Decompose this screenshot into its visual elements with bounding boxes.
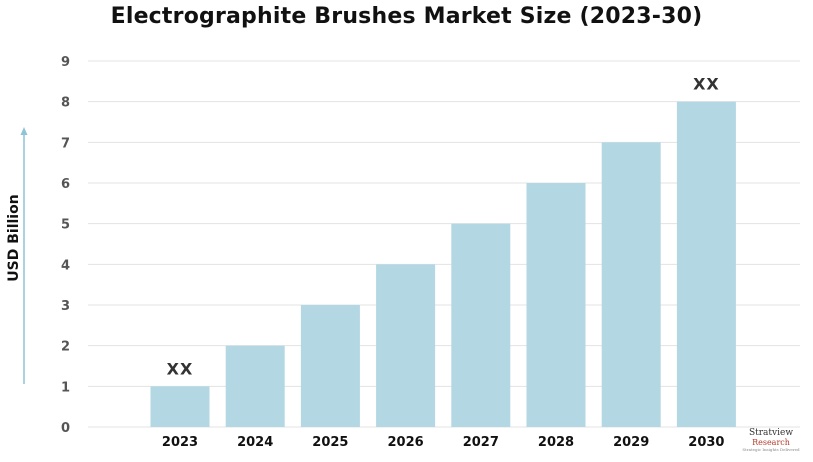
chart-title: Electrographite Brushes Market Size (202… bbox=[110, 4, 703, 29]
logo-tagline: Strategic Insights Delivered bbox=[742, 447, 800, 452]
bar-2030 bbox=[676, 101, 736, 428]
y-tick-label: 3 bbox=[61, 299, 70, 314]
y-tick-label: 5 bbox=[61, 218, 70, 233]
y-tick-label: 9 bbox=[61, 55, 70, 70]
bar-2029 bbox=[601, 142, 661, 428]
bar-2024 bbox=[225, 345, 285, 427]
bar-2027 bbox=[451, 223, 511, 427]
bar-2028 bbox=[526, 183, 586, 427]
x-tick-label: 2030 bbox=[688, 435, 724, 450]
y-tick-label: 7 bbox=[61, 136, 70, 151]
labels: 0 1 2 3 4 5 6 7 8 9 2023 2024 2025 2026 2027 2028 2029 20… bbox=[61, 55, 725, 450]
x-tick-label: 2024 bbox=[237, 435, 273, 450]
bar-2026 bbox=[376, 264, 436, 427]
bars bbox=[150, 101, 736, 428]
logo-name: Stratview bbox=[748, 428, 794, 438]
data-label-2023: XX bbox=[167, 359, 194, 378]
y-tick-label: 0 bbox=[61, 421, 70, 436]
x-tick-label: 2028 bbox=[538, 435, 574, 450]
bar-2023 bbox=[150, 386, 210, 427]
y-tick-label: 8 bbox=[61, 96, 70, 111]
y-tick-label: 1 bbox=[61, 380, 70, 395]
data-label-2030: XX bbox=[693, 75, 720, 94]
x-tick-label: 2026 bbox=[388, 435, 424, 450]
stratview-logo: Stratview Research Strategic Insights De… bbox=[738, 428, 804, 460]
y-tick-label: 6 bbox=[61, 177, 70, 192]
x-tick-label: 2027 bbox=[463, 435, 499, 450]
x-tick-label: 2025 bbox=[312, 435, 348, 450]
x-tick-label: 2023 bbox=[162, 435, 198, 450]
y-tick-label: 4 bbox=[61, 258, 70, 273]
x-tick-label: 2029 bbox=[613, 435, 649, 450]
y-axis-arrow bbox=[20, 127, 28, 384]
y-tick-label: 2 bbox=[61, 340, 70, 355]
bar-2025 bbox=[300, 305, 360, 427]
logo-sub: Research bbox=[752, 438, 790, 447]
